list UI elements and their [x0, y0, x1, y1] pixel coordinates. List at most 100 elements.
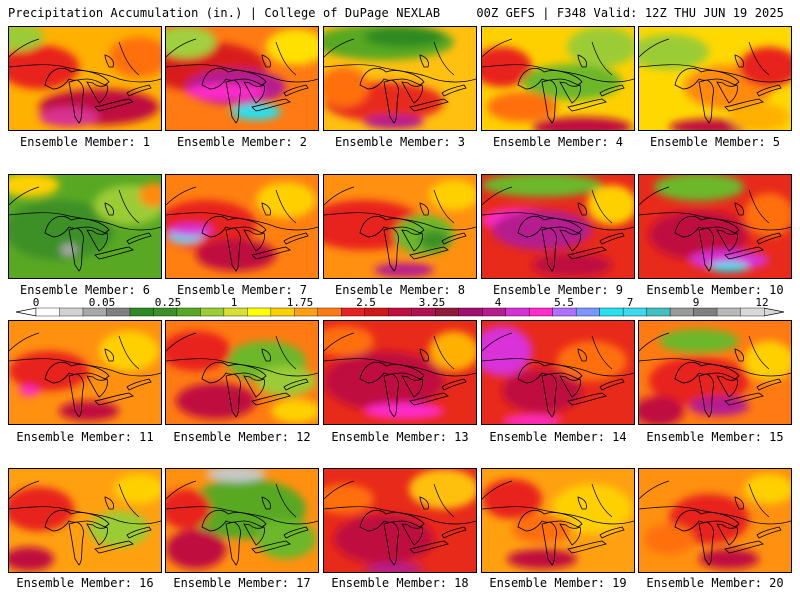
precip-shade-area: [654, 175, 744, 201]
precip-map: [324, 469, 476, 572]
precip-shade-area: [482, 175, 602, 197]
political-border: [591, 189, 613, 224]
great-lakes-outline: [126, 84, 152, 97]
precip-shade-area: [166, 27, 216, 58]
ensemble-member-panel: [165, 174, 319, 279]
precip-shade-area: [364, 403, 444, 419]
ensemble-member-panel: [8, 320, 162, 425]
precip-map: [639, 27, 791, 130]
great-lakes-outline: [441, 526, 467, 539]
precip-map: [324, 321, 476, 424]
great-lakes-outline: [401, 523, 423, 546]
great-lakes-outline: [359, 361, 425, 384]
precip-shade-area: [59, 401, 119, 421]
political-border: [591, 483, 613, 518]
precip-shade-area: [744, 341, 791, 381]
great-lakes-outline: [419, 54, 429, 68]
precip-shade-area: [429, 180, 476, 210]
colorbar-swatch: [82, 307, 107, 317]
great-lakes-outline: [126, 232, 152, 245]
ensemble-member-label: Ensemble Member: 5: [649, 135, 781, 149]
political-border: [118, 335, 140, 370]
political-border: [166, 64, 318, 83]
great-lakes-outline: [567, 246, 607, 260]
great-lakes-outline: [68, 227, 84, 272]
political-border: [482, 480, 513, 500]
precip-map: [639, 175, 791, 278]
precip-shade-area: [186, 84, 266, 100]
precip-shade-area: [9, 45, 79, 89]
precip-shade-area: [364, 27, 444, 47]
political-border: [639, 332, 670, 352]
ensemble-member-label: Ensemble Member: 7: [176, 283, 308, 297]
great-lakes-outline: [104, 348, 114, 362]
precip-shade-area: [139, 183, 161, 207]
great-lakes-outline: [541, 79, 557, 124]
precip-shade-area: [324, 351, 444, 411]
colorbar-swatch: [341, 307, 366, 317]
precip-shade-area: [9, 27, 44, 51]
colorbar-swatch: [129, 307, 154, 317]
political-border: [639, 38, 670, 58]
precip-shade-area: [206, 469, 266, 482]
great-lakes-outline: [567, 392, 607, 406]
precip-shade-area: [9, 175, 59, 197]
colorbar-swatch: [176, 307, 201, 317]
ensemble-member-panel: [323, 320, 477, 425]
great-lakes-outline: [261, 496, 271, 510]
great-lakes-outline: [86, 229, 108, 252]
great-lakes-outline: [44, 215, 110, 238]
great-lakes-outline: [243, 523, 265, 546]
precip-shade-area: [334, 514, 434, 564]
colorbar-swatch: [247, 307, 272, 317]
great-lakes-outline: [698, 227, 714, 272]
precip-shade-area: [739, 47, 791, 87]
colorbar-tick-label: 5.5: [554, 296, 574, 309]
ensemble-member-label: Ensemble Member: 13: [331, 430, 469, 444]
ensemble-member-panel: [165, 26, 319, 131]
colorbar-swatch: [528, 307, 554, 317]
precip-map: [9, 27, 161, 130]
colorbar-tick-label: 7: [626, 296, 634, 309]
ensemble-member-panel: [638, 26, 792, 131]
ensemble-member-label: Ensemble Member: 1: [19, 135, 151, 149]
political-border: [9, 480, 40, 500]
political-border: [748, 41, 770, 76]
political-border: [482, 38, 513, 58]
great-lakes-outline: [599, 232, 625, 245]
great-lakes-outline: [716, 229, 738, 252]
ensemble-member-panel: [8, 174, 162, 279]
political-border: [9, 38, 40, 58]
political-border: [748, 189, 770, 224]
political-border: [482, 332, 513, 352]
political-border: [275, 189, 297, 224]
political-border: [433, 189, 455, 224]
great-lakes-outline: [541, 521, 557, 566]
precip-shade-area: [639, 34, 709, 70]
precip-map: [166, 321, 318, 424]
great-lakes-outline: [104, 496, 114, 510]
colorbar-tick-label: 3.25: [418, 296, 446, 309]
precip-shade-area: [9, 547, 54, 571]
great-lakes-outline: [724, 540, 764, 554]
great-lakes-outline: [724, 392, 764, 406]
precip-map: [166, 175, 318, 278]
precip-shade-area: [507, 549, 577, 569]
precip-shade-area: [374, 263, 434, 277]
precip-shade-area: [89, 511, 149, 547]
precip-shade-area: [557, 341, 627, 381]
ensemble-member-label: Ensemble Member: 17: [173, 576, 311, 590]
political-border: [9, 186, 40, 206]
precip-map: [482, 27, 634, 130]
great-lakes-outline: [419, 348, 429, 362]
colorbar-tick-label: 4: [494, 296, 502, 309]
colorbar-swatch: [411, 307, 436, 317]
political-border: [166, 38, 197, 58]
great-lakes-outline: [94, 246, 134, 260]
great-lakes-outline: [94, 392, 134, 406]
great-lakes-outline: [243, 229, 265, 252]
ensemble-member-panel: [638, 468, 792, 573]
colorbar-swatch: [599, 307, 624, 317]
precip-shade-area: [429, 331, 476, 371]
colorbar-swatch: [317, 307, 342, 317]
